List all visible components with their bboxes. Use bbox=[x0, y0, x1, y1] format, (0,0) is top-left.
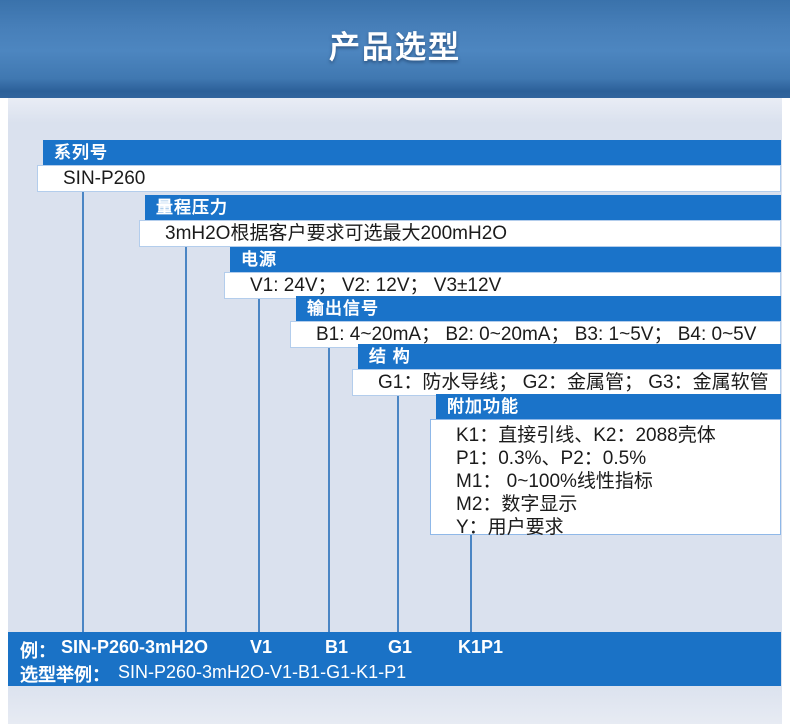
group-value-power: V1: 24V； V2: 12V； V3±12V bbox=[224, 272, 781, 299]
group-header-output-signal: 输出信号 bbox=[296, 296, 781, 321]
group-header-series: 系列号 bbox=[43, 140, 781, 165]
addon-option-line: P1：0.3%、P2：0.5% bbox=[456, 448, 647, 469]
addon-option-line: M1： 0~100%线性指标 bbox=[456, 471, 653, 492]
example-token-addons: K1P1 bbox=[458, 637, 504, 657]
group-header-range: 量程压力 bbox=[145, 195, 781, 220]
connector-line-range bbox=[185, 247, 187, 632]
example-bar: 例： SIN-P260-3mH2O V1 B1 G1 K1P1 选型举例： SI… bbox=[8, 632, 781, 686]
example-token-structure: G1 bbox=[388, 637, 413, 657]
page-title: 产品选型 bbox=[329, 30, 461, 65]
addon-option-line: K1：直接引线、K2：2088壳体 bbox=[456, 425, 716, 446]
addon-option-line: Y：用户要求 bbox=[456, 517, 564, 538]
addon-option-line: M2：数字显示 bbox=[456, 494, 578, 515]
connector-line-structure bbox=[397, 396, 399, 632]
example-token-output-signal: B1 bbox=[325, 637, 349, 657]
page-header: 产品选型 bbox=[0, 0, 790, 98]
example-label: 例： bbox=[20, 641, 56, 661]
group-value-range: 3mH2O根据客户要求可选最大200mH2O bbox=[139, 220, 781, 247]
connector-line-output-signal bbox=[328, 348, 330, 632]
connector-line-power bbox=[258, 299, 260, 632]
group-value-output-signal: B1: 4~20mA； B2: 0~20mA； B3: 1~5V； B4: 0~… bbox=[290, 321, 781, 348]
selection-example-label: 选型举例： bbox=[20, 665, 110, 685]
group-header-power: 电源 bbox=[230, 247, 781, 272]
selection-tree: 系列号 SIN-P260 量程压力 3mH2O根据客户要求可选最大200mH2O… bbox=[8, 98, 782, 724]
group-header-structure: 结 构 bbox=[358, 344, 781, 369]
example-token-power: V1 bbox=[250, 637, 273, 657]
connector-line-additional-functions bbox=[470, 535, 472, 632]
group-value-structure: G1：防水导线； G2：金属管； G3：金属软管 bbox=[352, 369, 781, 396]
example-token-series-range: SIN-P260-3mH2O bbox=[61, 637, 209, 657]
connector-line-series bbox=[82, 192, 84, 632]
group-header-additional-functions: 附加功能 bbox=[436, 394, 781, 419]
group-value-series: SIN-P260 bbox=[37, 165, 781, 192]
group-value-additional-functions: K1：直接引线、K2：2088壳体 P1：0.3%、P2：0.5% M1： 0~… bbox=[430, 419, 781, 538]
selection-example-value: SIN-P260-3mH2O-V1-B1-G1-K1-P1 bbox=[118, 662, 407, 682]
